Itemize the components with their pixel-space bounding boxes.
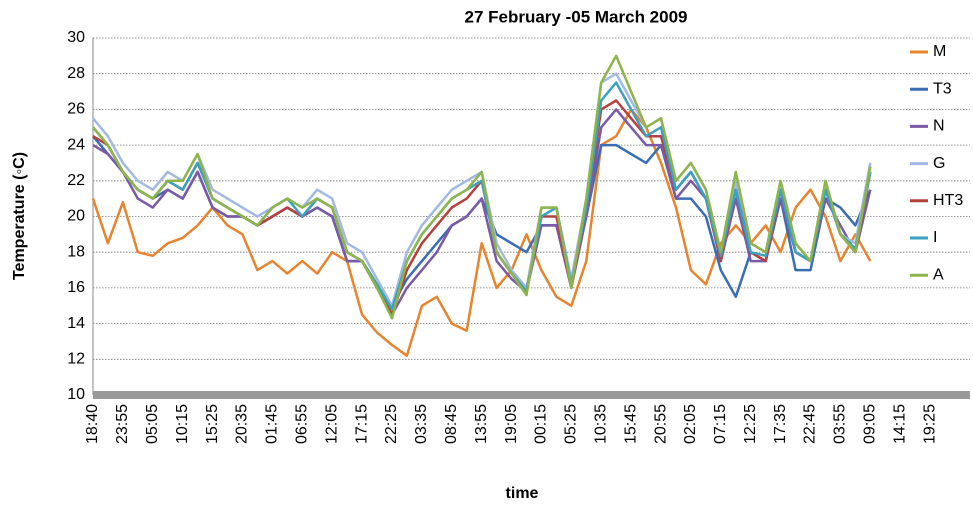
y-tick-label: 14 [67,315,85,332]
series-line [91,108,872,357]
y-tick-label: 28 [67,65,85,82]
x-axis-label: time [506,485,539,502]
x-tick-label: 18:40 [84,404,101,444]
legend-label: T3 [933,80,952,97]
x-tick-label: 19:25 [921,404,938,444]
x-tick-label: 22:25 [383,404,400,444]
legend-label: N [933,118,945,135]
x-tick-label: 20:35 [234,404,251,444]
x-tick-label: 13:55 [473,404,490,444]
legend-label: HT3 [933,192,963,209]
x-tick-label: 05:05 [144,404,161,444]
y-tick-label: 16 [67,279,85,296]
x-tick-label: 15:25 [204,404,221,444]
chart-title: 27 February -05 March 2009 [464,7,687,26]
y-axis-label: Temperature (◦C) [11,152,28,280]
y-tick-label: 18 [67,243,85,260]
x-tick-label: 19:05 [503,404,520,444]
x-tick-label: 08:45 [443,404,460,444]
x-tick-label: 23:55 [114,404,131,444]
x-tick-label: 02:05 [682,404,699,444]
series-line [92,81,872,311]
x-tick-label: 22:45 [802,404,819,444]
x-tick-label: 05:25 [563,404,580,444]
x-axis [93,391,970,399]
x-tick-label: 10:35 [592,404,609,444]
y-tick-label: 20 [67,208,85,225]
legend-label: M [933,43,946,60]
y-tick-label: 24 [67,136,85,153]
legend-label: G [933,155,945,172]
x-tick-label: 00:15 [533,404,550,444]
x-tick-label: 03:35 [413,404,430,444]
x-tick-label: 01:45 [264,404,281,444]
series-line [92,54,872,320]
x-tick-label: 15:45 [622,404,639,444]
y-tick-label: 26 [67,101,85,118]
legend-label: I [933,229,937,246]
y-tick-label: 10 [67,386,85,403]
x-tick-label: 20:55 [652,404,669,444]
y-tick-label: 30 [67,29,85,46]
x-tick-label: 12:25 [742,404,759,444]
legend-label: A [933,266,944,283]
series-line [92,108,872,316]
x-tick-label: 17:35 [772,404,789,444]
x-tick-label: 06:55 [293,404,310,444]
x-tick-label: 10:15 [174,404,191,444]
x-tick-label: 12:05 [323,404,340,444]
x-tick-label: 14:15 [891,404,908,444]
x-tick-label: 17:15 [353,404,370,444]
x-tick-label: 03:55 [832,404,849,444]
x-tick-label: 07:15 [712,404,729,444]
x-tick-label: 09:05 [862,404,879,444]
y-tick-label: 12 [67,351,85,368]
y-tick-label: 22 [67,172,85,189]
series-line [92,99,872,316]
series-line [92,135,872,308]
